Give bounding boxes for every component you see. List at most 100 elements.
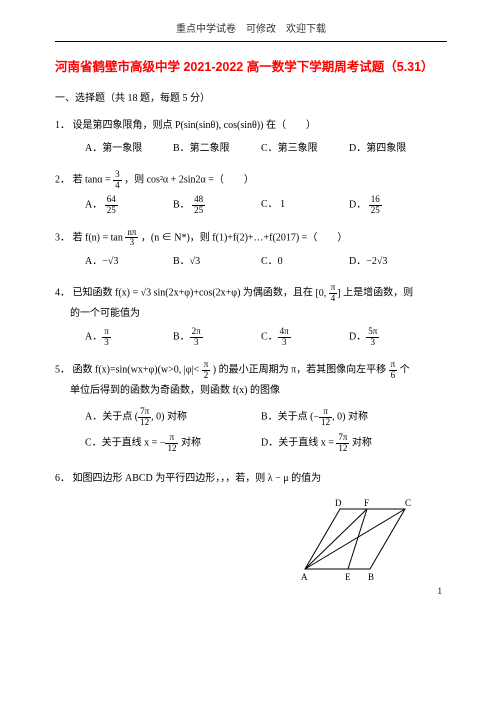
q5-c-label: C．关于直线 x = − [85, 438, 165, 449]
q6-text: 如图四边形 ABCD 为平行四边形，，，若，则 λ − μ 的值为 [73, 473, 322, 484]
q4-a-label: A． [85, 332, 102, 343]
q5-opt-d: D．关于直线 x = 7π12 对称 [261, 430, 437, 457]
q3-d-label: D． [349, 256, 366, 267]
q5-d-suf: 对称 [349, 438, 372, 449]
q2-a-d: 25 [105, 206, 118, 216]
q1-text: 设是第四象限角，则点 P(sin(sinθ), cos(sinθ)) 在（ ） [73, 120, 316, 131]
q4-interval: [0, π4] [315, 288, 340, 299]
page-header: 重点中学试卷 可修改 欢迎下载 [55, 20, 447, 35]
q2-pre: 若 tanα = [73, 175, 114, 186]
label-f: F [364, 498, 369, 508]
q2-frac-d: 4 [113, 181, 122, 191]
q5-f2-d: 6 [389, 371, 398, 381]
q5-a-label: A．关于点 ( [85, 411, 138, 422]
q2-options: A． 6425 B． 4825 C． 1 D． 1625 [55, 191, 447, 220]
label-c: C [405, 498, 411, 508]
q5-a-d: 12 [138, 418, 151, 428]
q5-l1-post: 个 [400, 365, 410, 376]
q2-post: ，则 cos²α + 2sin2α =（ ） [124, 175, 254, 186]
q4-opt-a: A．π3 [85, 327, 173, 348]
q5-num: 5． [55, 365, 70, 376]
q4-opt-d: D．5π3 [349, 327, 437, 348]
q2-num: 2． [55, 175, 70, 186]
exam-title: 河南省鹤壁市高级中学 2021-2022 高一数学下学期周考试题（5.31） [55, 56, 447, 75]
q3-opt-d: D．−2√3 [349, 252, 437, 271]
q2-c-label: C． [261, 199, 278, 210]
q5-b-label: B．关于点 (− [261, 411, 319, 422]
parallelogram-icon: A B C D E F [295, 494, 415, 584]
q5-line2: 单位后得到的函数为奇函数，则函数 f(x) 的图像 [55, 381, 447, 400]
q2-opt-d: D． 1625 [349, 195, 437, 216]
q1-opt-c: C．第三象限 [261, 139, 349, 158]
question-1: 1． 设是第四象限角，则点 P(sin(sinθ), cos(sinθ)) 在（… [55, 116, 447, 162]
q2-d-d: 25 [369, 206, 382, 216]
q4-int-a: 0 [319, 288, 324, 299]
q2-opt-c: C． 1 [261, 195, 349, 216]
question-6: 6． 如图四边形 ABCD 为平行四边形，，，若，则 λ − μ 的值为 A B… [55, 469, 447, 584]
question-4: 4． 已知函数 f(x) = √3 sin(2x+φ)+cos(2x+φ) 为偶… [55, 283, 447, 352]
q5-d-d: 12 [336, 444, 349, 454]
q6-num: 6． [55, 473, 70, 484]
label-a: A [301, 572, 308, 582]
q2-a-label: A． [85, 199, 102, 210]
q3-c-label: C． [261, 256, 278, 267]
q5-opt-b: B．关于点 (−π12, 0) 对称 [261, 404, 437, 431]
q4-c-label: C． [261, 332, 278, 343]
q5-b-d: 12 [319, 418, 332, 428]
q1-opt-d: D．第四象限 [349, 139, 437, 158]
section-heading: 一、选择题（共 18 题，每题 5 分） [55, 89, 447, 104]
q4-d-label: D． [349, 332, 366, 343]
q2-c-val: 1 [280, 199, 285, 210]
label-b: B [368, 572, 374, 582]
q2-opt-a: A． 6425 [85, 195, 173, 216]
q2-b-d: 25 [192, 206, 205, 216]
q5-l1-pre: 函数 f(x)=sin(wx+φ)(w>0, |φ|< [73, 365, 200, 376]
q3-post: ，(n ∈ N*)，则 f(1)+f(2)+…+f(2017) =（ ） [141, 232, 347, 243]
q3-frac: nπ 3 [125, 228, 138, 249]
q5-l1-mid: ) 的最小正周期为 π，若其图像向左平移 [213, 365, 389, 376]
question-3: 3． 若 f(n) = tan nπ 3 ，(n ∈ N*)，则 f(1)+f(… [55, 228, 447, 276]
q5-d-label: D．关于直线 x = [261, 438, 336, 449]
q3-frac-d: 3 [125, 238, 138, 248]
q1-num: 1． [55, 120, 70, 131]
q5-a-n: 7π [138, 407, 151, 418]
q4-b-label: B． [173, 332, 190, 343]
q3-num: 3． [55, 232, 70, 243]
q4-line1-pre: 已知函数 f(x) = √3 sin(2x+φ)+cos(2x+φ) 为偶函数，… [73, 288, 316, 299]
q4-b-d: 3 [190, 338, 203, 348]
q2-frac: 3 4 [113, 170, 122, 191]
q3-pre: 若 f(n) = tan [73, 232, 123, 243]
q3-a-label: A． [85, 256, 102, 267]
q5-opt-a: A．关于点 (7π12, 0) 对称 [85, 404, 261, 431]
q5-options: A．关于点 (7π12, 0) 对称 B．关于点 (−π12, 0) 对称 C．… [55, 400, 447, 462]
q3-d-val: −2√3 [366, 256, 387, 267]
q4-opt-b: B．2π3 [173, 327, 261, 348]
q4-a-d: 3 [102, 338, 111, 348]
q3-b-val: √3 [190, 256, 201, 267]
question-5: 5． 函数 f(x)=sin(wx+φ)(w>0, |φ|< π 2 ) 的最小正… [55, 360, 447, 461]
page-number: 1 [438, 586, 443, 596]
q1-options: A．第一象限 B．第二象限 C．第三象限 D．第四象限 [55, 135, 447, 162]
q4-d-d: 3 [366, 338, 379, 348]
q5-c-suf: 对称 [178, 438, 201, 449]
q3-b-label: B． [173, 256, 190, 267]
q5-b-suf: , 0) 对称 [332, 411, 368, 422]
q5-f1-d: 2 [202, 371, 211, 381]
label-e: E [345, 572, 351, 582]
q1-opt-b: B．第二象限 [173, 139, 261, 158]
q3-opt-c: C．0 [261, 252, 349, 271]
q4-options: A．π3 B．2π3 C．4π3 D．5π3 [55, 323, 447, 352]
q4-c-d: 3 [278, 338, 291, 348]
q4-int-bd: 4 [329, 294, 338, 304]
q4-line1-post: 上是增函数，则 [343, 288, 413, 299]
q5-b-n: π [319, 407, 332, 418]
q1-opt-a: A．第一象限 [85, 139, 173, 158]
question-2: 2． 若 tanα = 3 4 ，则 cos²α + 2sin2α =（ ） A… [55, 170, 447, 220]
q3-opt-a: A．−√3 [85, 252, 173, 271]
q6-diagram: A B C D E F [295, 494, 415, 584]
label-d: D [335, 498, 342, 508]
q4-num: 4． [55, 288, 70, 299]
q3-c-val: 0 [278, 256, 283, 267]
q5-c-d: 12 [165, 444, 178, 454]
q4-line2: 的一个可能值为 [55, 304, 447, 323]
